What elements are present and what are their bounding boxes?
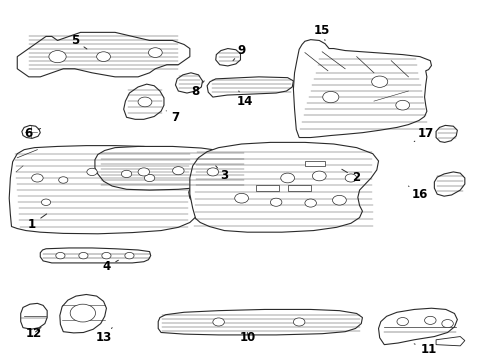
Polygon shape [9,145,198,234]
Polygon shape [20,303,47,329]
Circle shape [32,174,43,182]
Text: 17: 17 [413,127,433,141]
Circle shape [332,195,346,205]
Polygon shape [378,308,456,345]
Polygon shape [22,125,40,138]
Circle shape [234,193,248,203]
Circle shape [312,171,325,181]
Circle shape [305,199,316,207]
Bar [256,185,279,191]
Circle shape [97,52,110,62]
Text: 4: 4 [102,260,118,274]
Circle shape [322,91,338,103]
Circle shape [207,168,218,176]
Bar [287,185,310,191]
Circle shape [144,174,154,181]
Circle shape [138,168,149,176]
Text: 10: 10 [239,331,255,344]
Text: 13: 13 [95,328,112,344]
Text: 5: 5 [71,34,87,49]
Text: 1: 1 [27,214,46,231]
Circle shape [293,318,305,326]
Circle shape [172,167,183,175]
Circle shape [70,304,95,322]
Circle shape [59,177,68,183]
Polygon shape [158,310,362,335]
Text: 8: 8 [191,81,204,98]
Circle shape [148,48,162,58]
Circle shape [371,76,387,87]
Polygon shape [60,294,106,333]
Polygon shape [95,147,247,190]
Polygon shape [433,172,464,196]
Circle shape [79,252,88,259]
Circle shape [41,199,51,206]
Circle shape [441,320,452,328]
Circle shape [49,50,66,63]
Polygon shape [293,40,430,138]
Circle shape [424,316,435,324]
Text: 3: 3 [215,166,228,183]
Circle shape [138,97,152,107]
Polygon shape [189,143,378,232]
Text: 2: 2 [341,169,360,184]
Circle shape [124,252,134,259]
Text: 7: 7 [166,111,179,124]
Text: 9: 9 [232,44,245,61]
Circle shape [396,318,407,325]
Text: 14: 14 [236,91,252,108]
Polygon shape [207,77,293,97]
Circle shape [212,318,224,326]
Polygon shape [435,337,464,346]
Polygon shape [123,84,163,119]
Polygon shape [435,125,456,143]
Circle shape [395,100,409,110]
Bar [305,161,325,166]
Circle shape [102,252,111,259]
Circle shape [345,174,356,182]
Text: 12: 12 [25,327,41,340]
Text: 6: 6 [24,127,41,140]
Circle shape [280,173,294,183]
Polygon shape [175,73,202,93]
Circle shape [56,252,65,259]
Circle shape [270,198,281,206]
Polygon shape [40,248,150,263]
Circle shape [87,168,97,176]
Polygon shape [17,32,189,77]
Text: 16: 16 [407,186,427,201]
Circle shape [121,170,131,177]
Text: 11: 11 [413,343,436,356]
Polygon shape [215,49,240,66]
Text: 15: 15 [313,24,330,40]
